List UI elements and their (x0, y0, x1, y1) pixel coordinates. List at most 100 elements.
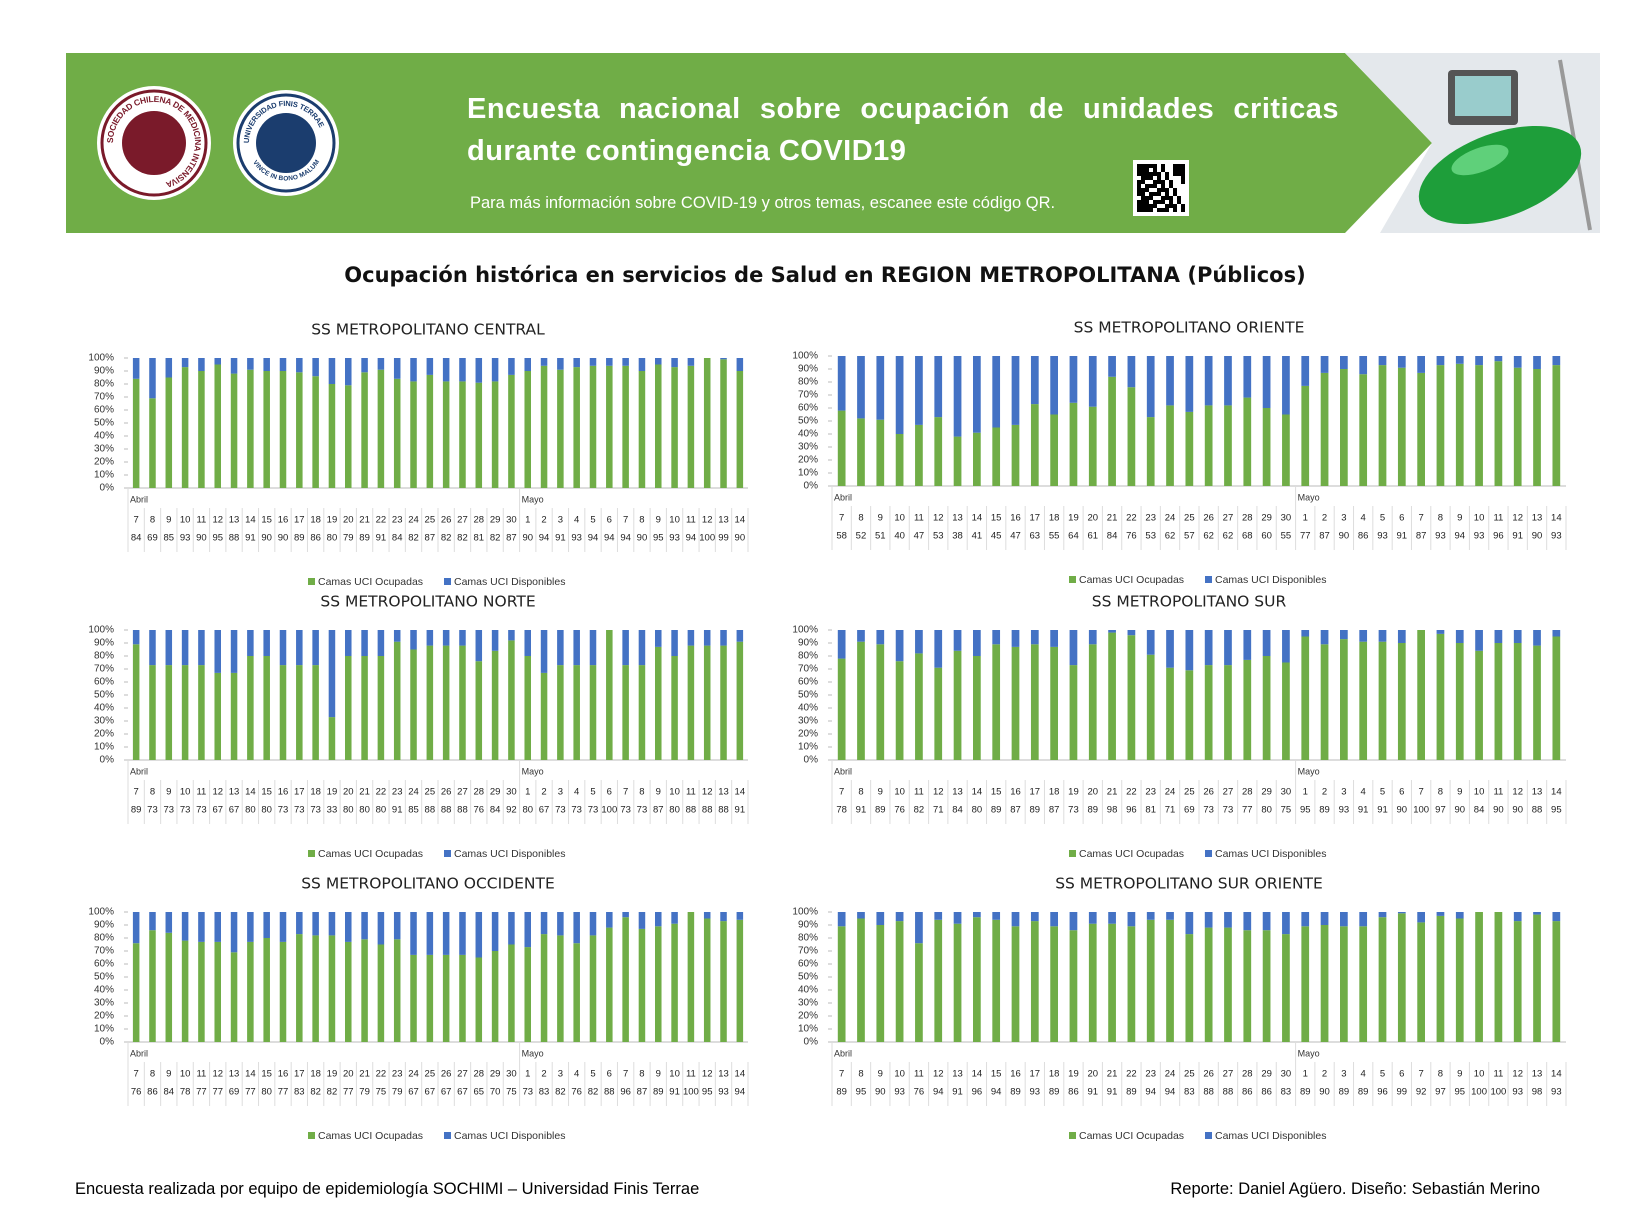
bar-segment (1262, 356, 1271, 408)
x-tick-label: 15 (991, 787, 1002, 798)
bar-segment (198, 941, 205, 1042)
x-tick-label: 1 (525, 1069, 530, 1080)
x-tick-label: 7 (623, 787, 628, 798)
x-tick-label: 27 (457, 787, 468, 798)
bar-segment (1204, 927, 1213, 1042)
x-tick-label: 5 (590, 787, 595, 798)
bar-segment (1475, 365, 1483, 486)
x-tick-label: 3 (558, 1069, 563, 1080)
x-tick-label: 28 (474, 515, 485, 526)
data-label: 61 (1087, 531, 1098, 542)
y-tick-label: 50% (94, 690, 114, 701)
data-label: 92 (506, 805, 517, 816)
bar-segment (915, 424, 923, 486)
qr-cell (1145, 184, 1149, 188)
bar-segment (1243, 630, 1252, 660)
data-label: 45 (991, 531, 1002, 542)
data-label: 89 (1319, 805, 1330, 816)
bar-segment (132, 943, 140, 1042)
data-label: 55 (1281, 531, 1292, 542)
data-label: 71 (933, 805, 944, 816)
x-tick-label: 13 (952, 787, 963, 798)
bar-segment (459, 645, 466, 760)
data-label: 73 (522, 1087, 533, 1098)
bar-segment (442, 954, 450, 1042)
y-tick-label: 80% (798, 377, 818, 388)
data-label: 80 (376, 805, 387, 816)
x-tick-label: 4 (1361, 787, 1366, 798)
bar-segment (1224, 912, 1232, 928)
bar-segment (622, 630, 629, 666)
data-label: 89 (653, 1087, 664, 1098)
bar-segment (1533, 912, 1541, 915)
data-label: 47 (1010, 531, 1021, 542)
x-tick-label: 13 (952, 513, 963, 524)
bar-segment (606, 927, 613, 1042)
bar-segment (345, 358, 352, 386)
bar-segment (876, 644, 885, 760)
bar-segment (508, 944, 515, 1042)
data-label: 73 (278, 805, 289, 816)
bar-segment (589, 358, 597, 366)
x-tick-label: 8 (639, 1069, 644, 1080)
y-tick-label: 100% (88, 353, 114, 364)
x-tick-label: 2 (1322, 1069, 1327, 1080)
bar-segment (475, 957, 483, 1042)
bar-segment (1320, 644, 1329, 760)
bar-segment (1108, 356, 1116, 377)
bar-segment (181, 665, 189, 760)
data-label: 83 (1281, 1087, 1292, 1098)
x-tick-label: 9 (878, 787, 883, 798)
x-tick-label: 23 (392, 1069, 403, 1080)
bar-segment (1030, 921, 1039, 1042)
x-tick-label: 11 (914, 1069, 924, 1080)
bar-segment (1011, 356, 1020, 425)
data-label: 100 (1471, 1087, 1487, 1098)
data-label: 89 (1300, 1087, 1311, 1098)
bar-segment (361, 656, 368, 760)
bar-segment (132, 378, 140, 488)
data-label: 93 (1474, 531, 1485, 542)
data-label: 91 (1377, 805, 1388, 816)
bar-segment (703, 630, 711, 646)
data-label: 91 (1358, 805, 1369, 816)
bar-segment (247, 912, 254, 942)
data-label: 89 (1358, 1087, 1369, 1098)
x-tick-label: 14 (972, 787, 983, 798)
data-label: 76 (894, 805, 905, 816)
qr-cell (1165, 204, 1169, 208)
bar-segment (992, 356, 1001, 428)
bar-segment (876, 912, 885, 925)
bar-segment (247, 656, 254, 760)
month-label: Mayo (1298, 492, 1320, 502)
bar-segment (622, 917, 629, 1042)
bar-segment (312, 935, 319, 1042)
x-tick-label: 7 (1418, 787, 1423, 798)
x-tick-label: 12 (1512, 787, 1523, 798)
bar-segment (720, 921, 727, 1042)
qr-cell (1145, 208, 1149, 212)
x-tick-label: 9 (656, 1069, 661, 1080)
x-tick-label: 2 (541, 1069, 546, 1080)
x-tick-label: 30 (1281, 513, 1292, 524)
data-label: 95 (856, 1087, 867, 1098)
x-tick-label: 22 (376, 515, 387, 526)
data-label: 83 (1184, 1087, 1195, 1098)
bar-segment (1340, 926, 1348, 1042)
bar-segment (837, 912, 846, 927)
y-tick-label: 0% (100, 1037, 115, 1048)
x-tick-label: 19 (327, 787, 338, 798)
legend-swatch (1069, 1132, 1076, 1139)
legend-swatch (1205, 576, 1212, 583)
y-tick-label: 40% (94, 431, 114, 442)
bar-segment (1262, 930, 1271, 1042)
x-tick-label: 2 (1322, 513, 1327, 524)
bar-segment (638, 630, 646, 666)
bar-segment (328, 912, 336, 936)
data-label: 82 (555, 1087, 566, 1098)
bar-segment (459, 630, 466, 646)
qr-cell (1149, 196, 1153, 200)
bar-segment (198, 630, 205, 666)
bar-segment (1513, 643, 1522, 760)
